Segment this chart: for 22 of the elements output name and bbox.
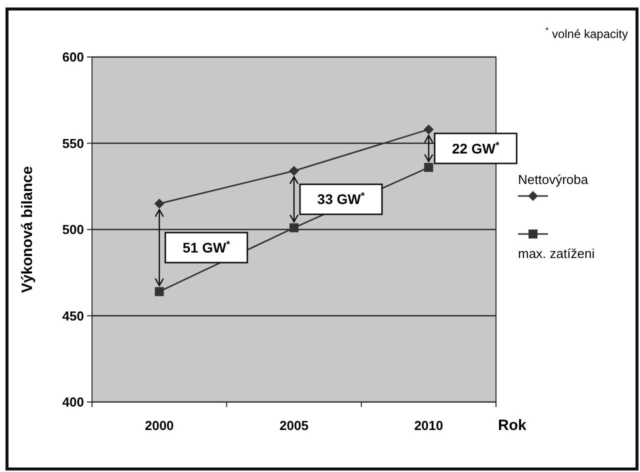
- x-tick-label: 2000: [144, 418, 174, 433]
- y-tick-label: 600: [62, 50, 84, 65]
- point: [290, 223, 298, 232]
- text: Nettovýroba: [518, 172, 589, 187]
- point: [289, 166, 299, 176]
- annotation: 51 GW$^{*}$: [182, 239, 230, 256]
- x-tick-label: 2010: [414, 418, 444, 433]
- point: [424, 124, 434, 134]
- annotation: 33 GW$^{*}$: [317, 190, 365, 208]
- legend-label: max. zatíženi: [518, 246, 595, 261]
- y-tick-label: 500: [62, 222, 84, 238]
- text: $^{*}$ volné kapacity: [545, 25, 628, 41]
- point: [424, 162, 434, 172]
- y-tick-label: 550: [62, 136, 84, 151]
- point: [154, 287, 164, 296]
- annotation: 22 GW$^{*}$: [452, 140, 500, 156]
- x-tick-label: 2005: [280, 418, 308, 433]
- point: [154, 198, 164, 209]
- y-tick-label: 450: [62, 308, 84, 324]
- y-axis-title: Výkonová bilance: [19, 166, 36, 293]
- y-tick-label: 400: [62, 394, 84, 410]
- x-axis-title: Rok: [498, 417, 527, 434]
